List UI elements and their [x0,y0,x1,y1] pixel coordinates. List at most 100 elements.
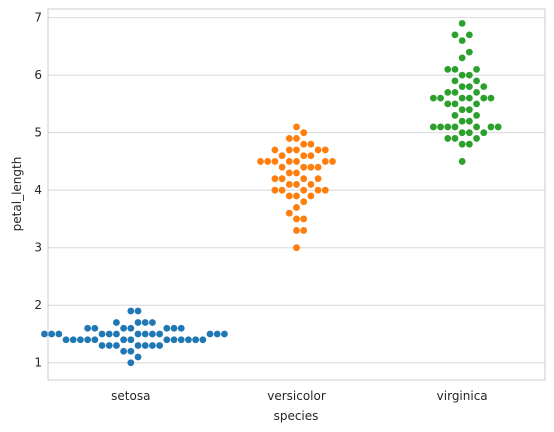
data-point-versicolor [293,146,300,154]
data-point-versicolor [271,186,279,194]
data-point-virginica [444,123,452,131]
y-tick-label: 5 [34,126,42,140]
data-point-setosa [98,342,106,349]
data-point-setosa [69,336,77,344]
data-point-virginica [465,140,473,148]
data-point-versicolor [293,192,300,200]
data-point-versicolor [314,146,322,154]
data-point-versicolor [285,146,293,154]
data-point-versicolor [285,192,293,200]
data-point-setosa [77,336,84,344]
data-point-versicolor [293,215,300,223]
data-point-versicolor [300,129,308,137]
data-point-virginica [473,89,480,96]
data-point-setosa [127,347,135,355]
data-point-setosa [105,330,113,338]
gridlines [48,17,545,364]
data-point-setosa [163,324,171,332]
data-point-setosa [127,324,135,332]
data-point-versicolor [293,204,300,211]
data-point-versicolor [257,158,264,165]
data-point-versicolor [285,158,293,165]
data-point-setosa [221,330,228,338]
data-point-virginica [451,135,459,142]
data-point-setosa [206,330,214,338]
data-point-setosa [170,336,178,344]
data-point-virginica [458,106,466,114]
data-point-versicolor [314,175,322,183]
data-point-versicolor [300,198,308,206]
data-point-setosa [120,324,128,332]
data-point-virginica [487,123,495,131]
data-point-virginica [444,89,452,96]
data-point-virginica [458,19,466,27]
data-point-virginica [465,106,473,114]
data-point-virginica [458,54,466,62]
data-point-setosa [127,359,135,367]
data-point-setosa [91,336,99,344]
data-point-setosa [156,342,164,349]
data-point-versicolor [307,192,315,200]
data-point-versicolor [271,175,279,183]
data-point-versicolor [285,135,293,142]
data-point-virginica [458,140,466,148]
data-point-setosa [170,324,178,332]
data-point-virginica [465,94,473,102]
data-point-versicolor [314,186,322,194]
data-point-versicolor [271,158,279,165]
y-tick-label: 7 [34,11,42,25]
data-point-versicolor [293,181,300,188]
data-point-setosa [84,336,92,344]
data-point-virginica [451,31,459,39]
data-point-setosa [134,353,142,361]
data-point-virginica [465,48,473,56]
data-point-virginica [458,37,466,45]
data-point-setosa [163,336,171,344]
data-point-virginica [480,83,488,91]
plot-frame [47,8,546,381]
data-point-versicolor [278,186,286,194]
data-point-setosa [134,330,142,338]
data-point-setosa [105,342,113,349]
data-point-virginica [458,158,466,165]
data-point-virginica [451,77,459,85]
data-point-virginica [473,135,480,142]
data-point-versicolor [300,163,308,171]
data-point-virginica [473,123,480,131]
data-point-virginica [458,129,466,137]
data-point-versicolor [278,163,286,171]
data-point-virginica [458,83,466,91]
data-point-versicolor [307,152,315,160]
data-point-virginica [487,94,495,102]
data-point-setosa [199,336,207,344]
data-point-virginica [451,65,459,73]
data-point-versicolor [293,135,300,142]
data-point-virginica [494,123,502,131]
data-point-virginica [473,77,480,85]
data-point-versicolor [300,152,308,160]
data-point-setosa [213,330,221,338]
data-point-versicolor [285,209,293,217]
data-point-setosa [55,330,63,338]
data-point-versicolor [293,158,300,165]
x-tick-label: setosa [111,389,150,403]
data-point-virginica [451,112,459,119]
data-point-versicolor [300,186,308,194]
data-point-versicolor [321,146,329,154]
data-point-versicolor [293,227,300,234]
data-point-setosa [134,319,142,326]
data-point-setosa [120,347,128,355]
y-tick-label: 2 [34,298,42,312]
data-point-versicolor [300,175,308,183]
data-point-virginica [458,117,466,125]
data-point-versicolor [285,181,293,188]
data-point-virginica [465,129,473,137]
data-point-versicolor [321,158,329,165]
data-point-versicolor [293,123,300,131]
data-point-setosa [149,342,156,349]
y-tick-label: 6 [34,68,42,82]
x-tick-label: virginica [437,389,488,403]
data-point-versicolor [329,158,336,165]
data-point-virginica [465,83,473,91]
data-point-setosa [127,307,135,315]
